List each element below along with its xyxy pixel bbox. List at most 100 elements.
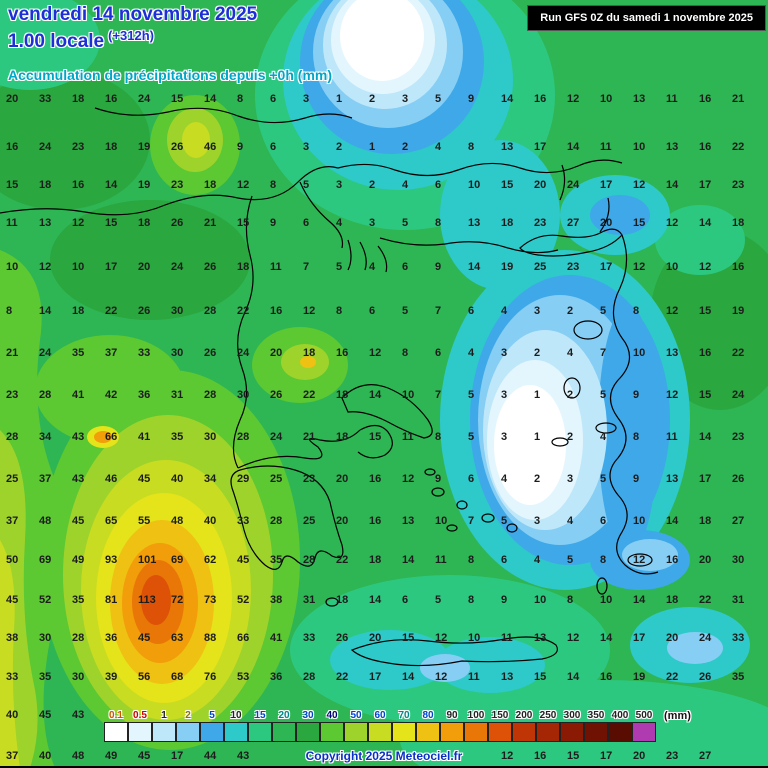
legend-stop-label: 80 bbox=[422, 710, 434, 721]
coastline-chalkidiki bbox=[299, 181, 388, 273]
map-value: 18 bbox=[699, 515, 712, 527]
legend-stop-color bbox=[199, 722, 224, 742]
map-value: 8 bbox=[468, 554, 475, 566]
map-value: 26 bbox=[204, 261, 217, 273]
coastlines bbox=[0, 107, 659, 667]
map-value: 7 bbox=[468, 515, 475, 527]
map-value: 33 bbox=[6, 671, 19, 683]
precip-region bbox=[94, 431, 112, 443]
map-value: 3 bbox=[369, 217, 376, 229]
legend-stop-color bbox=[223, 722, 248, 742]
map-value: 45 bbox=[72, 515, 85, 527]
island bbox=[627, 553, 653, 567]
map-value: 19 bbox=[138, 141, 151, 153]
map-value: 22 bbox=[336, 671, 349, 683]
map-value: 68 bbox=[171, 671, 184, 683]
map-value: 18 bbox=[336, 389, 349, 401]
map-value: 15 bbox=[699, 389, 712, 401]
legend-stop-label: 50 bbox=[350, 710, 362, 721]
map-value: 21 bbox=[732, 93, 745, 105]
map-value: 18 bbox=[138, 217, 151, 229]
map-value: 45 bbox=[138, 750, 151, 762]
coastline-turkey bbox=[609, 234, 659, 575]
map-value: 26 bbox=[171, 217, 184, 229]
map-value: 12 bbox=[435, 632, 448, 644]
map-value: 8 bbox=[435, 431, 442, 443]
legend-stop-label: 100 bbox=[467, 710, 485, 721]
map-value: 16 bbox=[369, 473, 382, 485]
map-value: 48 bbox=[39, 515, 52, 527]
precip-region bbox=[655, 205, 745, 275]
legend-stop-label: 350 bbox=[587, 710, 605, 721]
precip-region bbox=[141, 575, 171, 625]
map-value: 14 bbox=[633, 594, 646, 606]
map-value: 16 bbox=[666, 554, 679, 566]
map-value: 30 bbox=[732, 554, 745, 566]
bottom-border bbox=[0, 766, 768, 768]
legend-stop: 1 bbox=[151, 710, 176, 742]
legend-stop: 150 bbox=[487, 710, 512, 742]
map-value: 17 bbox=[600, 179, 613, 191]
island bbox=[506, 523, 518, 533]
map-value: 101 bbox=[138, 554, 157, 566]
precip-region bbox=[300, 356, 316, 368]
map-value: 73 bbox=[204, 594, 217, 606]
map-value: 25 bbox=[270, 473, 283, 485]
map-value: 8 bbox=[402, 347, 409, 359]
map-value: 10 bbox=[468, 179, 481, 191]
map-value: 62 bbox=[204, 554, 217, 566]
map-value: 14 bbox=[567, 671, 580, 683]
map-value: 4 bbox=[468, 347, 475, 359]
map-value: 26 bbox=[204, 347, 217, 359]
legend-stop-label: 90 bbox=[446, 710, 458, 721]
map-value: 27 bbox=[699, 750, 712, 762]
map-value: 39 bbox=[105, 671, 118, 683]
legend-stop-color bbox=[535, 722, 560, 742]
copyright-link[interactable]: Copyright 2025 Meteociel.fr bbox=[305, 749, 463, 763]
map-value: 3 bbox=[534, 515, 541, 527]
map-value: 5 bbox=[336, 261, 343, 273]
map-value: 4 bbox=[435, 141, 442, 153]
precip-region bbox=[494, 385, 566, 505]
legend-stop-color bbox=[487, 722, 512, 742]
map-value: 8 bbox=[468, 594, 475, 606]
map-value: 23 bbox=[732, 431, 745, 443]
run-info-box: Run GFS 0Z du samedi 1 novembre 2025 bbox=[527, 5, 766, 31]
legend-stop: 60 bbox=[367, 710, 392, 742]
map-value: 24 bbox=[237, 347, 250, 359]
legend-unit: (mm) bbox=[664, 710, 691, 722]
map-value: 12 bbox=[435, 671, 448, 683]
map-value: 31 bbox=[732, 594, 745, 606]
map-value: 8 bbox=[633, 431, 640, 443]
map-value: 20 bbox=[600, 217, 613, 229]
map-value: 13 bbox=[666, 347, 679, 359]
map-value: 3 bbox=[501, 389, 508, 401]
map-value: 12 bbox=[501, 750, 514, 762]
map-value: 9 bbox=[270, 217, 277, 229]
map-value: 17 bbox=[534, 141, 547, 153]
map-subtitle: Accumulation de précipitations depuis +0… bbox=[8, 67, 332, 83]
map-value: 8 bbox=[270, 179, 277, 191]
map-value: 36 bbox=[138, 389, 151, 401]
map-value: 10 bbox=[435, 515, 448, 527]
map-value: 18 bbox=[666, 594, 679, 606]
map-value: 10 bbox=[666, 261, 679, 273]
map-value: 50 bbox=[6, 554, 19, 566]
map-value: 69 bbox=[171, 554, 184, 566]
map-value: 33 bbox=[39, 93, 52, 105]
map-value: 2 bbox=[567, 431, 574, 443]
map-value: 52 bbox=[39, 594, 52, 606]
map-value: 15 bbox=[567, 750, 580, 762]
legend-stop-color bbox=[559, 722, 584, 742]
map-value: 30 bbox=[39, 632, 52, 644]
map-value: 14 bbox=[402, 671, 415, 683]
map-value: 18 bbox=[237, 261, 250, 273]
map-value: 19 bbox=[138, 179, 151, 191]
legend-stop-label: 400 bbox=[611, 710, 629, 721]
map-value: 17 bbox=[699, 473, 712, 485]
legend-stop: 100 bbox=[463, 710, 488, 742]
map-value: 2 bbox=[534, 473, 541, 485]
map-value: 18 bbox=[501, 217, 514, 229]
map-value: 22 bbox=[732, 347, 745, 359]
